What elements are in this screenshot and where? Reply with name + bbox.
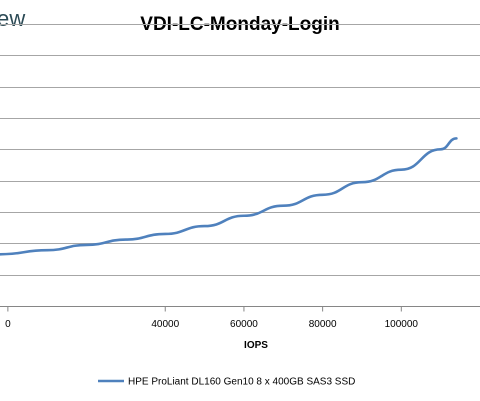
gridlines bbox=[0, 24, 480, 307]
x-axis-label: IOPS bbox=[244, 340, 268, 351]
brand-logo-text: ew bbox=[0, 6, 26, 31]
x-tick-label: 0 bbox=[5, 319, 11, 330]
x-tick-label: 60000 bbox=[230, 319, 258, 330]
x-tick-label: 80000 bbox=[309, 319, 337, 330]
legend: HPE ProLiant DL160 Gen10 8 x 400GB SAS3 … bbox=[98, 377, 355, 388]
series-lines bbox=[0, 137, 458, 256]
series-line bbox=[0, 137, 458, 256]
x-tick-label: 100000 bbox=[385, 319, 419, 330]
legend-label: HPE ProLiant DL160 Gen10 8 x 400GB SAS3 … bbox=[128, 377, 355, 388]
x-tick-label: 40000 bbox=[151, 319, 179, 330]
x-axis-ticks: 0 40000 60000 80000 100000 bbox=[5, 306, 419, 330]
